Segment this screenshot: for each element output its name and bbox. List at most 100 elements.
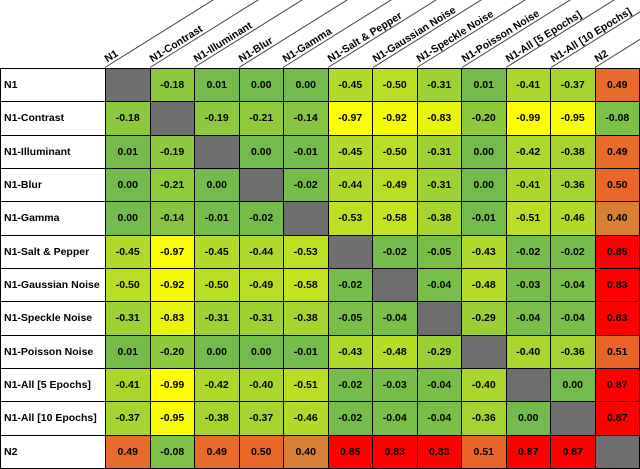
column-header: N1-Gamma	[280, 25, 335, 65]
matrix-cell: -0.37	[239, 402, 284, 436]
matrix-cell: 0.83	[595, 302, 640, 336]
matrix-cell: -0.02	[239, 202, 284, 236]
matrix-cell: -0.19	[195, 102, 240, 136]
matrix-cell: -0.19	[150, 135, 195, 169]
matrix-cell: -0.04	[373, 402, 418, 436]
matrix-cell: -0.04	[417, 368, 462, 403]
matrix-cell: 0.01	[106, 135, 151, 169]
matrix-diagonal-cell	[328, 235, 373, 269]
matrix-cell: -0.01	[462, 202, 507, 236]
matrix-cell: -0.20	[150, 335, 195, 369]
matrix-cell: -0.36	[551, 168, 596, 203]
matrix-cell: -0.04	[551, 302, 596, 336]
matrix-cell: -0.37	[551, 69, 596, 103]
matrix-cell: 0.87	[595, 402, 640, 436]
matrix-cell: -0.18	[150, 69, 195, 103]
matrix-cell: -0.51	[506, 202, 551, 236]
row-label: N1-Illuminant	[1, 135, 106, 169]
matrix-cell: -0.40	[506, 335, 551, 369]
matrix-cell: -0.03	[506, 268, 551, 303]
matrix-cell: -0.08	[595, 102, 640, 136]
matrix-cell: 0.40	[595, 202, 640, 236]
matrix-cell: 0.83	[373, 435, 418, 469]
matrix-cell: -0.05	[328, 302, 373, 336]
column-header: N2	[593, 47, 611, 65]
matrix-diagonal-cell	[284, 202, 329, 236]
matrix-cell: -0.01	[284, 135, 329, 169]
matrix-cell: -0.45	[106, 235, 151, 269]
matrix-cell: -0.42	[195, 368, 240, 403]
matrix-cell: -0.31	[239, 302, 284, 336]
matrix-cell: -0.21	[239, 102, 284, 136]
matrix-cell: 0.00	[106, 168, 151, 203]
matrix-cell: -0.49	[373, 168, 418, 203]
matrix-cell: -0.50	[106, 268, 151, 303]
matrix-cell: 0.00	[239, 135, 284, 169]
matrix-cell: -0.02	[328, 268, 373, 303]
matrix-diagonal-cell	[106, 69, 151, 103]
matrix-cell: 0.01	[106, 335, 151, 369]
matrix-cell: 0.00	[284, 69, 329, 103]
matrix-diagonal-cell	[373, 268, 418, 303]
matrix-cell: -0.02	[328, 402, 373, 436]
matrix-cell: 0.83	[595, 268, 640, 303]
matrix-cell: 0.00	[506, 402, 551, 436]
matrix-cell: -0.44	[239, 235, 284, 269]
matrix-cell: 0.01	[462, 69, 507, 103]
matrix-cell: -0.83	[150, 302, 195, 336]
matrix-cell: -0.14	[284, 102, 329, 136]
matrix-cell: -0.04	[551, 268, 596, 303]
row-label: N1-Salt & Pepper	[1, 235, 106, 269]
column-header: N1-Blur	[236, 34, 275, 65]
matrix-cell: -0.31	[417, 168, 462, 203]
matrix-cell: -0.97	[328, 102, 373, 136]
matrix-cell: -0.01	[195, 202, 240, 236]
column-headers: N1 N1-Contrast N1-Illuminant N1-Blur N1-Gamm…	[0, 0, 640, 68]
matrix-cell: -0.31	[195, 302, 240, 336]
matrix-grid: N1 -0.18 0.01 0.00 0.00 -0.45 -0.50 -0.31 0.01 -0…	[0, 68, 640, 469]
matrix-cell: -0.38	[195, 402, 240, 436]
matrix-cell: -0.40	[239, 368, 284, 403]
matrix-cell: -0.53	[284, 235, 329, 269]
matrix-cell: -0.29	[417, 335, 462, 369]
matrix-cell: -0.02	[506, 235, 551, 269]
matrix-cell: -0.99	[150, 368, 195, 403]
matrix-cell: -0.58	[284, 268, 329, 303]
matrix-cell: -0.97	[150, 235, 195, 269]
matrix-cell: -0.95	[551, 102, 596, 136]
matrix-cell: -0.53	[328, 202, 373, 236]
matrix-cell: 0.00	[195, 335, 240, 369]
matrix-cell: -0.41	[106, 368, 151, 403]
matrix-cell: -0.02	[284, 168, 329, 203]
matrix-cell: 0.49	[195, 435, 240, 469]
matrix-cell: -0.38	[284, 302, 329, 336]
matrix-cell: -0.37	[106, 402, 151, 436]
matrix-cell: 0.40	[284, 435, 329, 469]
matrix-cell: -0.03	[373, 368, 418, 403]
matrix-diagonal-cell	[417, 302, 462, 336]
matrix-cell: 0.00	[551, 368, 596, 403]
row-label: N1	[1, 69, 106, 103]
matrix-cell: 0.87	[551, 435, 596, 469]
matrix-cell: -0.58	[373, 202, 418, 236]
matrix-cell: -0.31	[417, 135, 462, 169]
matrix-diagonal-cell	[195, 135, 240, 169]
matrix-cell: -0.43	[462, 235, 507, 269]
matrix-cell: -0.29	[462, 302, 507, 336]
matrix-cell: 0.49	[595, 69, 640, 103]
row-label: N1-Contrast	[1, 102, 106, 136]
matrix-diagonal-cell	[239, 168, 284, 203]
matrix-cell: -0.38	[551, 135, 596, 169]
matrix-cell: -0.01	[284, 335, 329, 369]
matrix-cell: -0.45	[195, 235, 240, 269]
matrix-cell: -0.04	[417, 268, 462, 303]
matrix-cell: -0.51	[284, 368, 329, 403]
matrix-cell: -0.02	[551, 235, 596, 269]
row-label: N1-Poisson Noise	[1, 335, 106, 369]
matrix-diagonal-cell	[150, 102, 195, 136]
matrix-cell: -0.21	[150, 168, 195, 203]
matrix-cell: -0.41	[506, 168, 551, 203]
matrix-diagonal-cell	[595, 435, 640, 469]
matrix-cell: 0.51	[462, 435, 507, 469]
